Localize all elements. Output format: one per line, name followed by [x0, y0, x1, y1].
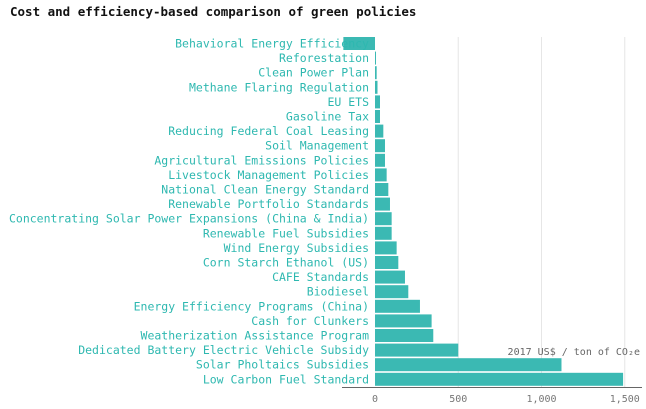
bar [375, 299, 420, 313]
chart-title: Cost and efficiency-based comparison of … [10, 4, 416, 19]
bar [375, 80, 378, 94]
bar [375, 139, 385, 153]
category-label: Soil Management [265, 139, 369, 153]
bar [375, 343, 459, 357]
category-label: Reforestation [279, 51, 369, 65]
x-tick-labels: 0 500 1,000 1,500 [372, 394, 640, 405]
category-label: Clean Power Plan [258, 66, 369, 80]
category-label: Weatherization Assistance Program [141, 329, 370, 343]
bar [375, 285, 409, 299]
x-tick-label: 1,000 [526, 394, 556, 405]
category-label: Corn Starch Ethanol (US) [203, 256, 369, 270]
category-label: Renewable Fuel Subsidies [203, 226, 369, 240]
bars [343, 37, 624, 386]
bar [375, 329, 434, 342]
bar [375, 270, 405, 284]
bar [343, 37, 375, 50]
category-label: Cash for Clunkers [251, 314, 369, 328]
bar [375, 124, 384, 138]
category-labels: Behavioral Energy EfficiencyReforestatio… [9, 37, 369, 387]
category-label: Low Carbon Fuel Standard [203, 372, 369, 386]
bar [375, 314, 432, 328]
bar [375, 51, 376, 65]
bar [375, 372, 624, 386]
bar [375, 95, 380, 109]
category-label: Energy Efficiency Programs (China) [134, 299, 369, 313]
bar [375, 197, 390, 211]
bar [375, 110, 380, 123]
category-label: Biodiesel [307, 285, 369, 299]
category-label: Solar Pholtaics Subsidies [196, 358, 369, 372]
bar [375, 66, 377, 80]
category-label: Reducing Federal Coal Leasing [168, 124, 369, 138]
bar [375, 183, 389, 196]
x-axis-title: 2017 US$ / ton of CO₂e [508, 347, 640, 358]
category-label: Methane Flaring Regulation [189, 80, 369, 94]
x-tick-label: 500 [449, 394, 467, 405]
bar [375, 241, 397, 255]
category-label: Gasoline Tax [286, 110, 369, 124]
category-label: Livestock Management Policies [168, 168, 369, 182]
bar [375, 212, 392, 226]
bar [375, 256, 399, 269]
bar [375, 153, 385, 167]
category-label: Wind Energy Subsidies [224, 241, 369, 255]
category-label: Agricultural Emissions Policies [154, 153, 369, 167]
bar [375, 226, 392, 240]
x-tick-label: 1,500 [610, 394, 640, 405]
category-label: Concentrating Solar Power Expansions (Ch… [9, 212, 369, 226]
category-label: CAFE Standards [272, 270, 369, 284]
gridlines [457, 37, 626, 387]
category-label: Renewable Portfolio Standards [168, 197, 369, 211]
bar [375, 358, 562, 372]
bar [375, 168, 387, 182]
category-label: Behavioral Energy Efficiency [175, 37, 369, 51]
x-tick-label: 0 [372, 394, 378, 405]
category-label: EU ETS [327, 95, 369, 109]
category-label: Dedicated Battery Electric Vehicle Subsi… [78, 343, 369, 357]
category-label: National Clean Energy Standard [161, 183, 369, 197]
